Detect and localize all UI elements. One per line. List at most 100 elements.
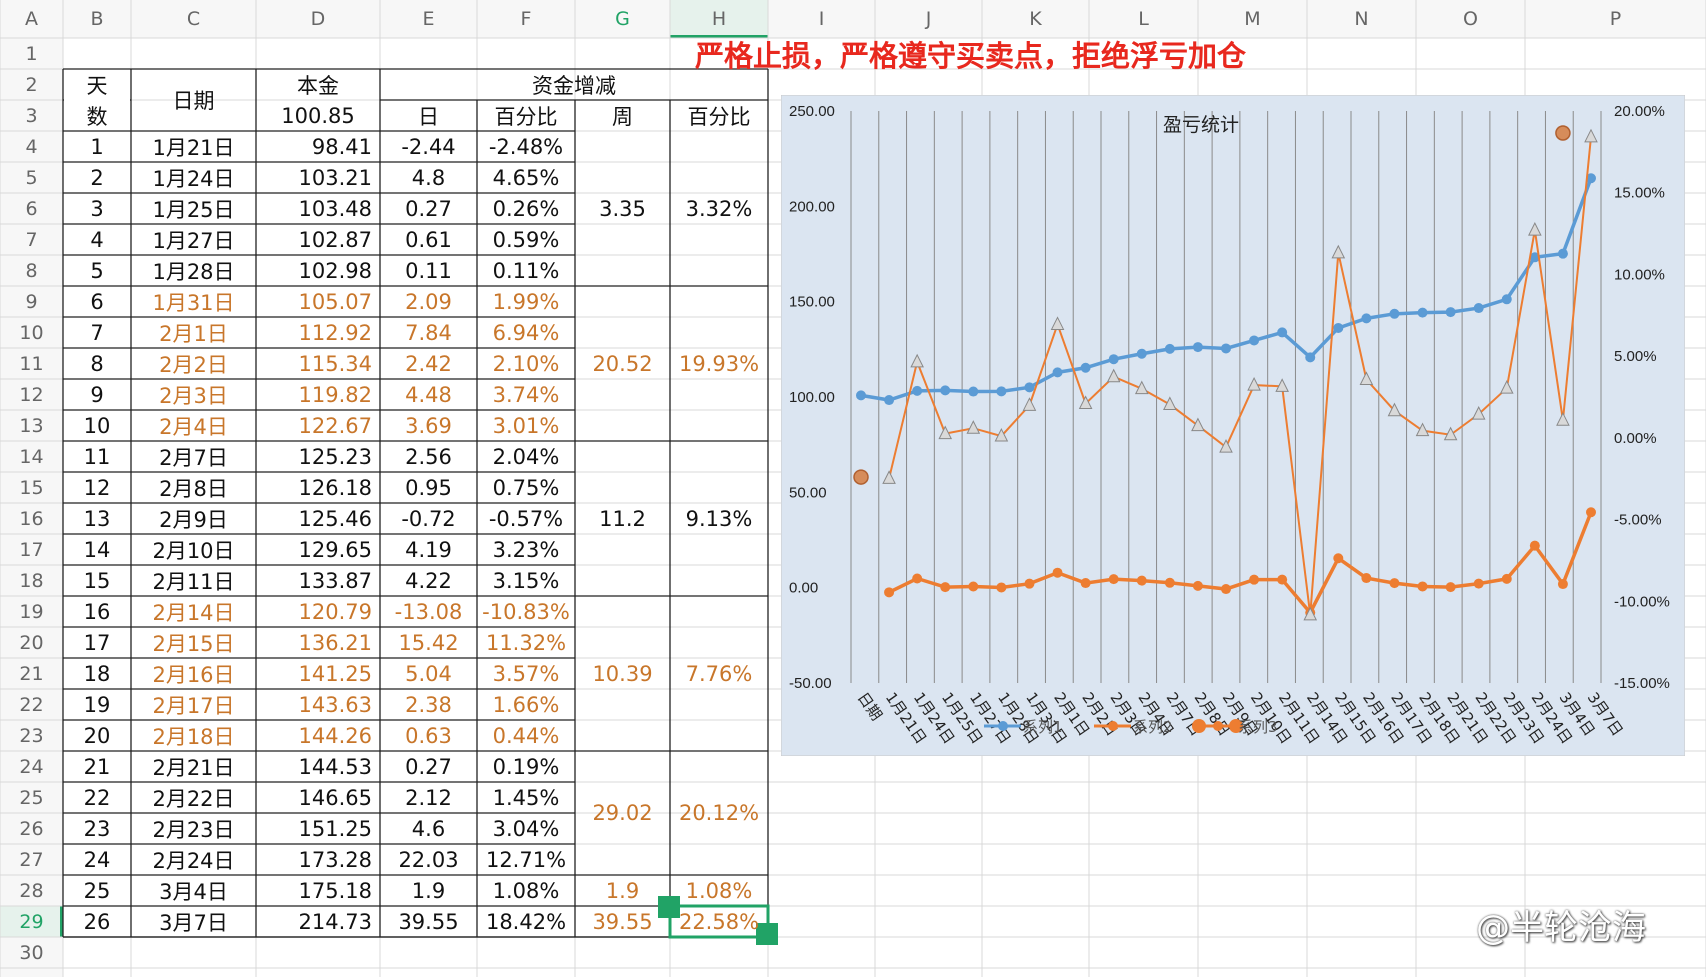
column-header-n[interactable]: N <box>1354 8 1369 30</box>
row-header-19[interactable]: 19 <box>19 600 44 623</box>
capital-cell[interactable]: 125.23 <box>298 444 372 469</box>
header-daily[interactable]: 日 <box>418 104 439 129</box>
daily-change-cell[interactable]: 15.42 <box>398 630 459 655</box>
capital-cell[interactable]: 112.92 <box>298 320 372 345</box>
day-number[interactable]: 1 <box>90 134 104 159</box>
row-header-18[interactable]: 18 <box>19 569 44 592</box>
daily-change-cell[interactable]: -2.44 <box>401 134 456 159</box>
weekly-change-cell[interactable]: 39.55 <box>592 909 653 934</box>
column-header-b[interactable]: B <box>90 8 104 30</box>
column-header-p[interactable]: P <box>1609 8 1622 30</box>
column-header-d[interactable]: D <box>310 8 326 30</box>
day-number[interactable]: 9 <box>90 382 104 407</box>
row-header-11[interactable]: 11 <box>19 352 44 375</box>
capital-cell[interactable]: 136.21 <box>298 630 372 655</box>
day-number[interactable]: 17 <box>83 630 111 655</box>
date-cell[interactable]: 2月11日 <box>152 569 235 594</box>
column-header-c[interactable]: C <box>186 8 201 30</box>
day-number[interactable]: 6 <box>90 289 104 314</box>
capital-cell[interactable]: 125.46 <box>298 506 372 531</box>
capital-cell[interactable]: 129.65 <box>298 537 372 562</box>
capital-cell[interactable]: 143.63 <box>298 692 372 717</box>
weekly-change-cell[interactable]: 29.02 <box>592 801 653 825</box>
daily-pct-cell[interactable]: 3.15% <box>492 568 560 593</box>
daily-change-cell[interactable]: 39.55 <box>398 909 459 934</box>
row-header-8[interactable]: 8 <box>25 259 38 282</box>
daily-pct-cell[interactable]: 0.75% <box>492 475 560 500</box>
date-cell[interactable]: 1月25日 <box>152 197 235 222</box>
date-cell[interactable]: 2月23日 <box>152 817 235 842</box>
capital-cell[interactable]: 122.67 <box>298 413 372 438</box>
capital-cell[interactable]: 214.73 <box>298 909 372 934</box>
daily-change-cell[interactable]: 4.6 <box>411 816 446 841</box>
date-cell[interactable]: 3月4日 <box>159 879 228 904</box>
daily-change-cell[interactable]: 0.27 <box>405 196 452 221</box>
day-number[interactable]: 14 <box>83 537 111 562</box>
header-weekly-pct[interactable]: 百分比 <box>687 104 751 129</box>
header-principal[interactable]: 本金 <box>297 73 339 98</box>
column-header-o[interactable]: O <box>1463 8 1478 30</box>
date-cell[interactable]: 2月9日 <box>159 507 228 532</box>
column-header-g[interactable]: G <box>615 8 630 30</box>
row-header-6[interactable]: 6 <box>25 197 38 220</box>
weekly-change-cell[interactable]: 20.52 <box>592 351 653 376</box>
day-number[interactable]: 23 <box>83 816 111 841</box>
date-cell[interactable]: 2月16日 <box>152 662 235 687</box>
capital-cell[interactable]: 120.79 <box>298 599 372 624</box>
header-daily-pct[interactable]: 百分比 <box>494 104 558 129</box>
capital-cell[interactable]: 103.21 <box>298 165 372 190</box>
row-header-5[interactable]: 5 <box>25 166 38 189</box>
row-header-22[interactable]: 22 <box>19 693 44 716</box>
daily-pct-cell[interactable]: 12.71% <box>485 847 567 872</box>
row-header-17[interactable]: 17 <box>19 538 44 561</box>
daily-change-cell[interactable]: 4.48 <box>405 382 452 407</box>
daily-change-cell[interactable]: 2.09 <box>405 289 452 314</box>
capital-cell[interactable]: 175.18 <box>298 878 372 903</box>
daily-pct-cell[interactable]: 1.99% <box>492 289 560 314</box>
capital-cell[interactable]: 98.41 <box>311 134 372 159</box>
daily-change-cell[interactable]: 0.63 <box>405 723 452 748</box>
weekly-pct-cell[interactable]: 20.12% <box>678 801 760 825</box>
date-cell[interactable]: 1月21日 <box>152 135 235 160</box>
day-number[interactable]: 20 <box>83 723 111 748</box>
capital-cell[interactable]: 102.98 <box>298 258 372 283</box>
profit-loss-chart[interactable]: 250.00 200.00 150.00 100.00 50.00 0.00 -50.00 2… <box>781 95 1685 756</box>
capital-cell[interactable]: 119.82 <box>298 382 372 407</box>
capital-cell[interactable]: 146.65 <box>298 785 372 810</box>
capital-cell[interactable]: 144.26 <box>298 723 372 748</box>
capital-cell[interactable]: 144.53 <box>298 754 372 779</box>
row-header-13[interactable]: 13 <box>19 414 44 437</box>
daily-change-cell[interactable]: 0.27 <box>405 754 452 779</box>
date-cell[interactable]: 2月17日 <box>152 693 235 718</box>
date-cell[interactable]: 2月2日 <box>159 352 228 377</box>
row-header-14[interactable]: 14 <box>19 445 44 468</box>
capital-cell[interactable]: 115.34 <box>298 351 372 376</box>
day-number[interactable]: 7 <box>90 320 104 345</box>
date-cell[interactable]: 2月21日 <box>152 755 235 780</box>
date-cell[interactable]: 2月4日 <box>159 414 228 439</box>
daily-pct-cell[interactable]: -2.48% <box>488 134 564 159</box>
daily-pct-cell[interactable]: 6.94% <box>492 320 560 345</box>
daily-change-cell[interactable]: 22.03 <box>398 847 459 872</box>
capital-cell[interactable]: 126.18 <box>298 475 372 500</box>
daily-change-cell[interactable]: 2.56 <box>405 444 452 469</box>
date-cell[interactable]: 2月7日 <box>159 445 228 470</box>
title-banner[interactable]: 严格止损，严格遵守买卖点，拒绝浮亏加仓 <box>695 38 1247 73</box>
row-header-3[interactable]: 3 <box>25 104 38 127</box>
daily-pct-cell[interactable]: 0.44% <box>492 723 560 748</box>
date-cell[interactable]: 2月8日 <box>159 476 228 501</box>
principal-start[interactable]: 100.85 <box>281 103 355 128</box>
row-header-10[interactable]: 10 <box>19 321 44 344</box>
row-header-21[interactable]: 21 <box>19 662 44 685</box>
daily-pct-cell[interactable]: 1.08% <box>492 878 560 903</box>
daily-pct-cell[interactable]: 2.10% <box>492 351 560 376</box>
header-day-top[interactable]: 天 <box>86 73 108 98</box>
header-date[interactable]: 日期 <box>172 89 215 113</box>
column-header-f[interactable]: F <box>520 8 532 30</box>
date-cell[interactable]: 3月7日 <box>159 910 228 935</box>
day-number[interactable]: 4 <box>90 227 104 252</box>
column-header-m[interactable]: M <box>1244 8 1261 30</box>
daily-pct-cell[interactable]: 0.26% <box>492 196 560 221</box>
date-cell[interactable]: 2月10日 <box>152 538 235 563</box>
day-number[interactable]: 24 <box>83 847 111 872</box>
